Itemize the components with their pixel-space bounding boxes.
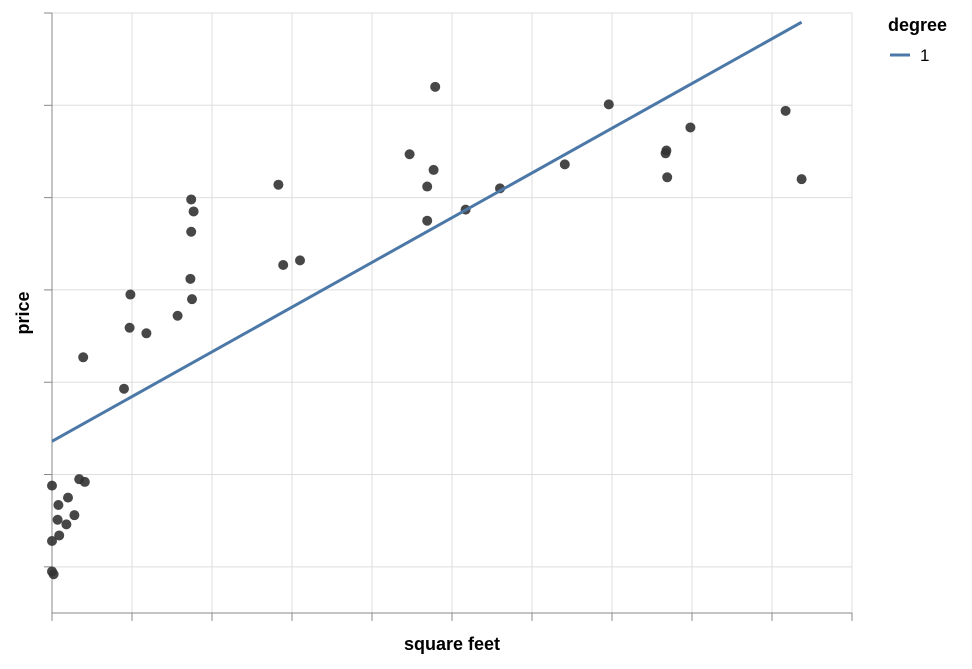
axes: [44, 12, 853, 621]
data-point: [603, 99, 614, 110]
data-point: [187, 294, 197, 305]
data-point: [186, 226, 197, 237]
legend: degree 1: [888, 15, 947, 65]
data-point: [662, 172, 673, 183]
data-point: [685, 122, 696, 133]
data-point: [52, 514, 63, 525]
data-point: [78, 352, 89, 363]
data-point: [47, 480, 57, 491]
data-point: [125, 289, 136, 300]
data-point: [422, 181, 433, 192]
data-point: [404, 149, 415, 160]
data-point: [48, 569, 59, 580]
data-point: [63, 492, 73, 503]
grid-lines: [51, 12, 853, 613]
data-point: [79, 476, 90, 487]
data-point: [69, 510, 80, 521]
data-point: [273, 179, 284, 190]
data-point: [661, 145, 672, 156]
data-point: [47, 536, 57, 546]
fit-line-degree-1: [51, 20, 803, 443]
data-point: [422, 215, 433, 226]
data-point: [141, 328, 152, 339]
fit-lines: [51, 20, 803, 443]
data-point: [780, 105, 791, 116]
data-point: [796, 174, 807, 185]
data-point: [430, 81, 441, 92]
y-axis-label: price: [13, 291, 33, 334]
data-point: [119, 383, 129, 394]
data-point: [295, 255, 305, 266]
data-point: [186, 194, 197, 205]
data-point: [188, 206, 199, 217]
legend-entries: 1: [890, 46, 929, 65]
data-point: [124, 322, 135, 333]
legend-label: 1: [920, 46, 929, 65]
legend-title: degree: [888, 15, 947, 35]
data-point: [428, 164, 439, 175]
data-point: [185, 273, 196, 284]
data-point: [61, 519, 72, 530]
x-axis-label: square feet: [404, 634, 500, 654]
data-point: [559, 159, 570, 170]
scatter-points: [47, 81, 807, 580]
data-point: [53, 500, 64, 510]
data-point: [172, 310, 183, 321]
data-point: [278, 260, 289, 270]
data-point: [54, 530, 65, 541]
